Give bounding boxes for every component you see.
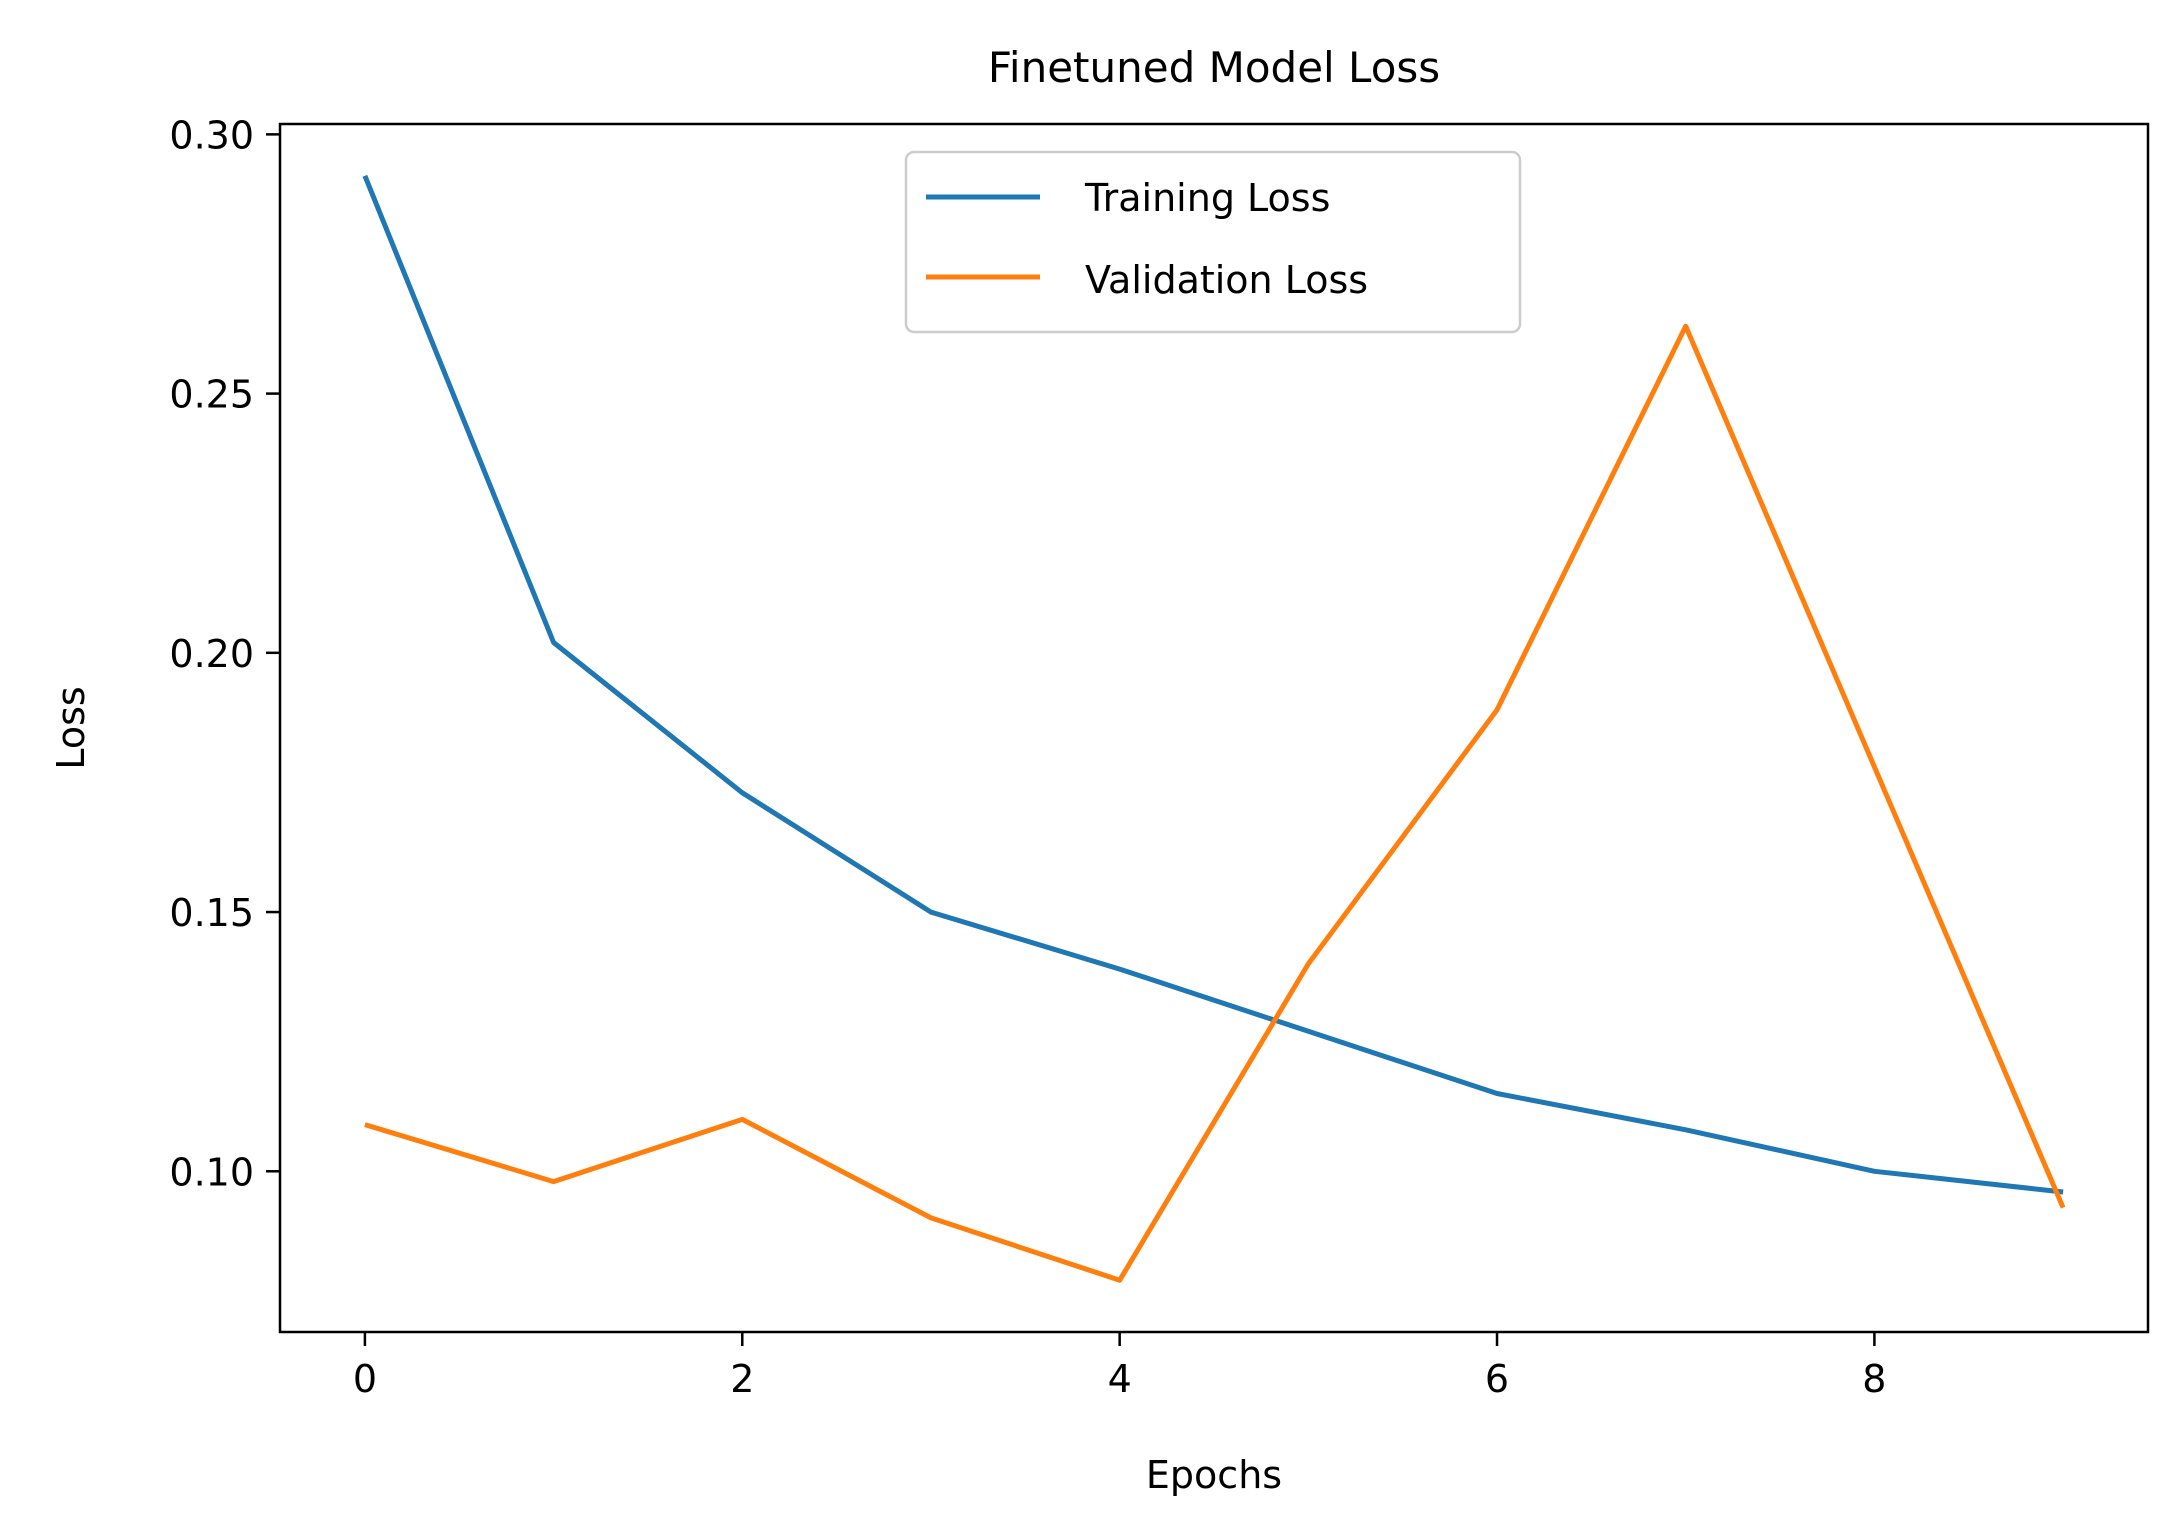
legend-label-training-loss: Training Loss [1084, 176, 1330, 220]
x-axis-label: Epochs [1146, 1453, 1282, 1497]
y-tick-label: 0.20 [169, 632, 254, 676]
x-tick-label: 0 [353, 1357, 377, 1401]
x-tick-label: 4 [1108, 1357, 1132, 1401]
legend-label-validation-loss: Validation Loss [1085, 258, 1368, 302]
series-lines [362, 174, 2066, 1283]
y-tick-label: 0.15 [169, 891, 254, 935]
y-axis-ticks: 0.10 0.15 0.20 0.25 0.30 [169, 113, 280, 1194]
x-tick-label: 6 [1485, 1357, 1509, 1401]
x-tick-label: 2 [730, 1357, 754, 1401]
legend: Training Loss Validation Loss [904, 150, 1522, 334]
y-tick-label: 0.30 [169, 113, 254, 157]
x-tick-label: 8 [1862, 1357, 1886, 1401]
series-line-validation-loss [364, 323, 2066, 1283]
y-tick-label: 0.10 [169, 1150, 254, 1194]
legend-box [904, 150, 1522, 334]
series-line-training-loss [362, 174, 2064, 1195]
plot-frame [278, 122, 2150, 1334]
x-axis-ticks: 0 2 4 6 8 [353, 1332, 1886, 1401]
y-axis-label: Loss [49, 686, 93, 769]
chart-title: Finetuned Model Loss [988, 43, 1440, 92]
y-tick-label: 0.25 [169, 373, 254, 417]
